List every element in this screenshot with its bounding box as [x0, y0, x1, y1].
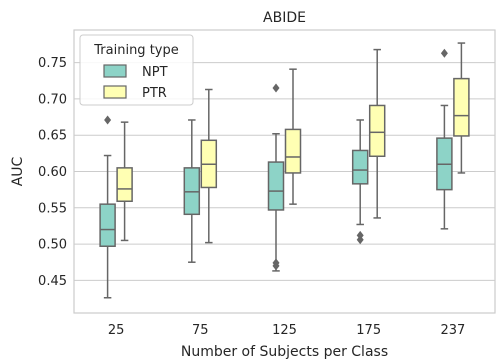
x-tick-label: 175	[356, 323, 381, 338]
x-axis-label: Number of Subjects per Class	[181, 344, 388, 360]
outlier-point	[356, 235, 364, 245]
y-tick-label: 0.45	[38, 274, 67, 289]
box-body	[116, 167, 133, 203]
box-npt-125	[267, 83, 285, 272]
x-tick-label: 237	[440, 323, 465, 338]
outlier-point	[440, 48, 448, 58]
x-tick-label: 75	[192, 323, 209, 338]
legend: Training type NPT PTR	[79, 34, 194, 106]
box-body	[267, 161, 285, 211]
outlier-point	[104, 115, 112, 125]
y-tick-label: 0.55	[38, 201, 67, 216]
chart-title: ABIDE	[263, 10, 306, 26]
legend-label-npt: NPT	[142, 65, 168, 80]
outlier-point	[272, 83, 280, 93]
box-body	[284, 128, 302, 174]
boxes	[99, 42, 470, 299]
legend-swatch-npt	[103, 64, 127, 78]
box-ptr-25	[116, 121, 133, 242]
x-ticks: 25 75 125 175 237	[108, 323, 465, 338]
y-ticks: 0.45 0.50 0.55 0.60 0.65 0.70 0.75	[38, 56, 67, 289]
outlier-point	[272, 261, 280, 271]
legend-swatch-ptr	[103, 85, 127, 99]
box-body	[368, 104, 386, 158]
box-ptr-125	[284, 68, 302, 205]
box-ptr-237	[453, 42, 470, 174]
box-ptr-75	[200, 88, 218, 244]
y-axis-label: AUC	[10, 156, 26, 186]
legend-label-ptr: PTR	[142, 86, 167, 101]
box-body	[453, 77, 470, 137]
plot-frame	[73, 29, 496, 314]
x-tick-label: 25	[108, 323, 125, 338]
x-tick-label: 125	[272, 323, 297, 338]
y-tick-label: 0.70	[38, 92, 67, 107]
box-body	[351, 149, 369, 185]
box-npt-25	[99, 115, 116, 299]
box-npt-237	[436, 48, 453, 230]
box-body	[99, 203, 116, 247]
y-tick-label: 0.65	[38, 129, 67, 144]
box-ptr-175	[368, 48, 386, 219]
box-npt-175	[351, 119, 369, 245]
y-tick-label: 0.50	[38, 238, 67, 253]
y-tick-label: 0.75	[38, 56, 67, 71]
y-tick-label: 0.60	[38, 165, 67, 180]
box-npt-75	[183, 119, 201, 263]
legend-title: Training type	[93, 43, 178, 58]
